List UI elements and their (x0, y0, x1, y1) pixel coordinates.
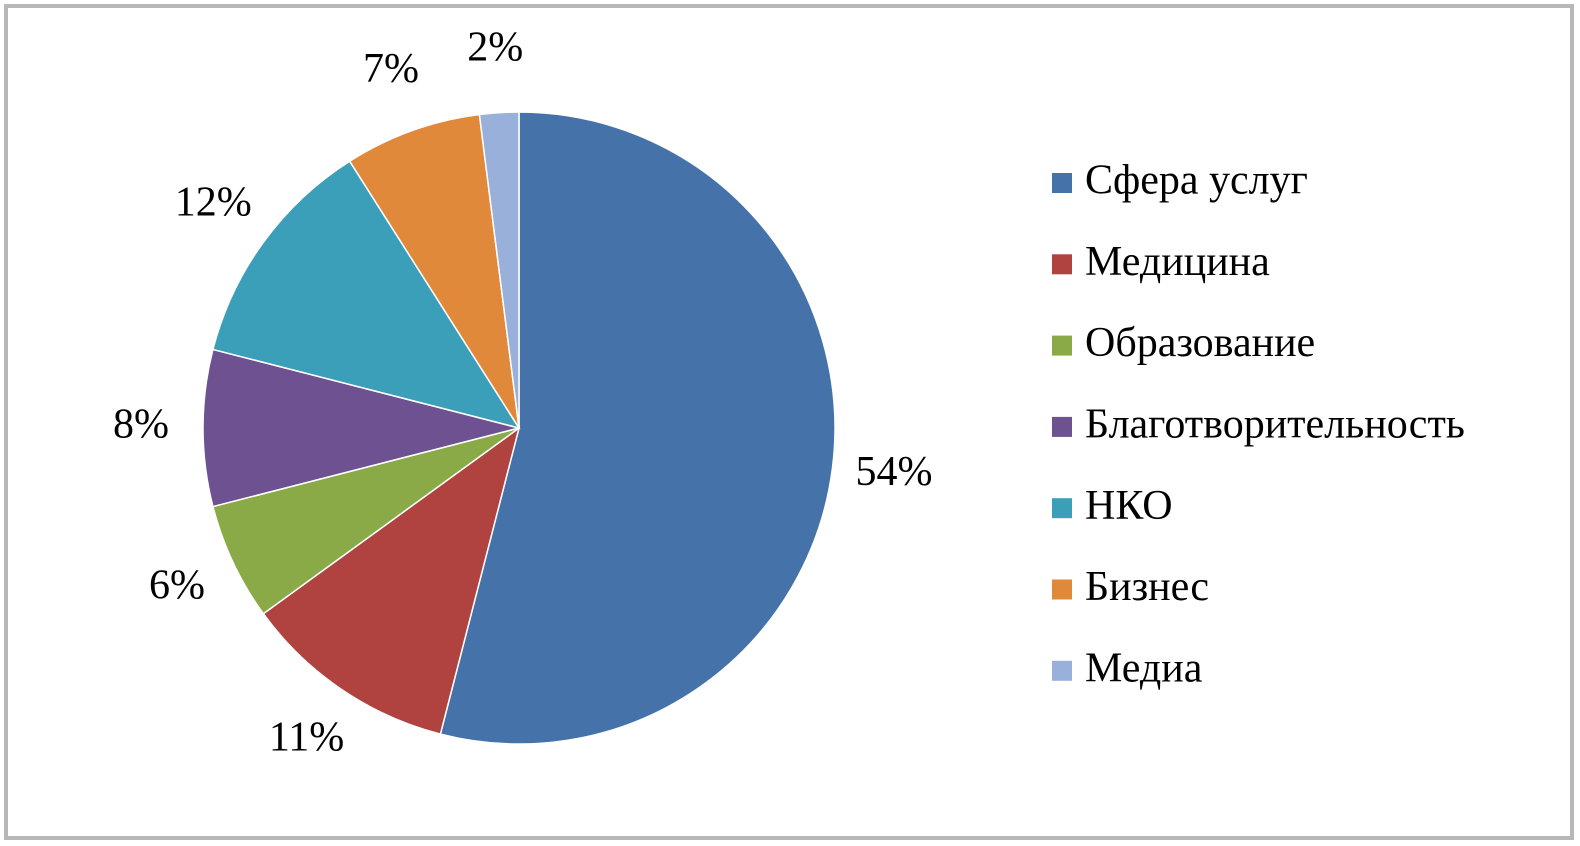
legend-label: Сфера услуг (1085, 158, 1308, 204)
data-label: 11% (269, 714, 344, 760)
legend-swatch (1052, 335, 1072, 356)
legend-swatch (1052, 660, 1072, 681)
legend-swatch (1052, 173, 1072, 193)
legend-swatch (1052, 498, 1072, 519)
pie-slice (212, 427, 520, 615)
data-label: 2% (467, 24, 523, 70)
pie-slice (348, 113, 520, 429)
pie-slice (212, 160, 521, 430)
legend-swatch (1052, 254, 1072, 275)
legend-label: НКО (1085, 483, 1173, 529)
legend-label: Благотворительность (1085, 402, 1465, 448)
data-label: 6% (149, 563, 205, 609)
pie-slice (439, 111, 836, 745)
legend-label: Образование (1085, 320, 1315, 366)
data-label: 7% (363, 46, 419, 92)
legend-swatch (1052, 579, 1072, 600)
legend-label: Бизнес (1085, 564, 1209, 610)
legend-label: Медиа (1085, 645, 1203, 691)
legend-swatch (1052, 416, 1072, 437)
pie-slice (262, 426, 521, 735)
data-label: 54% (856, 449, 933, 495)
legend-label: Медицина (1085, 239, 1270, 285)
data-label: 12% (175, 179, 252, 225)
pie-slice (202, 348, 520, 508)
data-label: 8% (113, 402, 169, 448)
pie-slice (478, 111, 520, 429)
